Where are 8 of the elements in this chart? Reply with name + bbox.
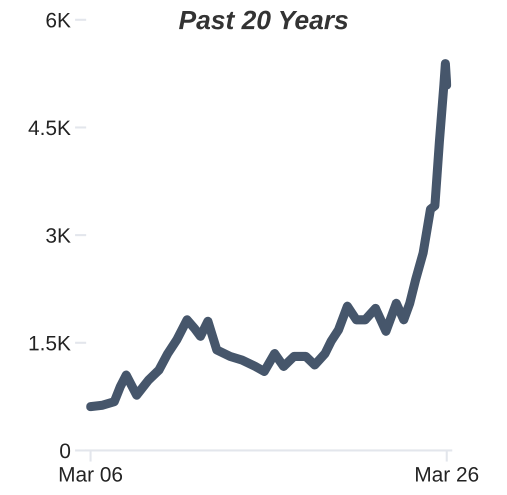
y-tick-label: 6K — [46, 12, 71, 28]
y-tick-label: 3K — [46, 228, 71, 243]
y-tick-label: 4.5K — [28, 120, 71, 136]
x-tick-label: Mar 06 — [60, 466, 122, 482]
chart-title: Past 20 Years — [179, 10, 348, 30]
y-tick-label: 0 — [60, 443, 70, 458]
x-tick-label: Mar 26 — [416, 466, 478, 482]
y-tick-label: 1.5K — [30, 336, 71, 351]
